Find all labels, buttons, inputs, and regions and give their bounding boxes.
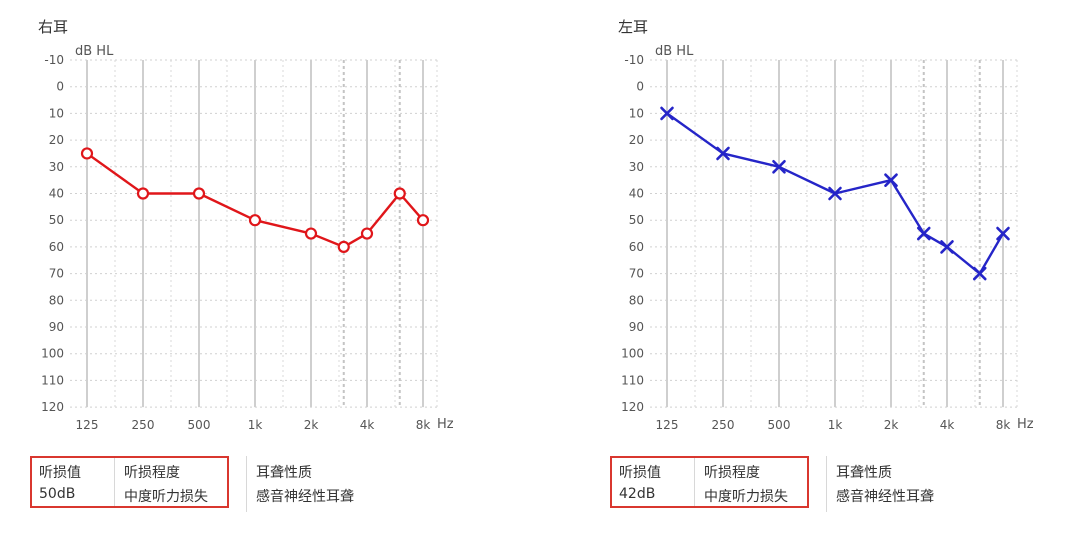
y-tick-label: 120	[41, 400, 64, 414]
x-tick-label: 125	[76, 418, 99, 432]
y-tick-label: -10	[624, 53, 644, 67]
threshold-marker	[304, 227, 318, 240]
y-tick-label: 100	[621, 347, 644, 361]
y-tick-label: 40	[49, 187, 64, 201]
y-tick-label: -10	[44, 53, 64, 67]
threshold-marker	[972, 266, 987, 281]
threshold-marker	[916, 226, 931, 241]
y-tick-label: 90	[629, 320, 644, 334]
x-tick-label: 8k	[416, 418, 431, 432]
left-ear-panel: 左耳 -10 0 10 20 30 40 50 60 70 80 90 100 110 120 125 250…	[580, 0, 1080, 538]
x-unit-label: Hz	[1017, 417, 1034, 432]
y-tick-label: 30	[629, 160, 644, 174]
y-tick-label: 90	[49, 320, 64, 334]
x-unit-label: Hz	[437, 417, 454, 432]
threshold-marker	[716, 146, 730, 161]
highlight-box	[30, 456, 229, 508]
threshold-marker	[360, 227, 374, 240]
right-ear-title: 右耳	[38, 18, 69, 36]
left-ear-audiogram: -10 0 10 20 30 40 50 60 70 80 90 100 110 120 125 250 500…	[621, 44, 1034, 432]
threshold-marker	[80, 147, 94, 160]
hearing-loss-degree-column: 听损程度 中度听力损失	[114, 456, 230, 508]
y-tick-label: 100	[41, 347, 64, 361]
y-tick-label: 120	[621, 400, 644, 414]
threshold-marker	[337, 240, 350, 253]
y-tick-label: 70	[49, 267, 64, 281]
hearing-loss-value-label: 听损值	[619, 465, 661, 481]
threshold-marker	[136, 187, 150, 200]
hearing-loss-degree-label: 听损程度	[124, 465, 180, 481]
deafness-type-column: 耳聋性质 感音神经性耳聋	[246, 456, 397, 512]
y-tick-label: 80	[49, 293, 64, 307]
deafness-type: 感音神经性耳聋	[836, 489, 934, 505]
deafness-type: 感音神经性耳聋	[256, 489, 354, 505]
threshold-marker	[772, 160, 786, 174]
x-tick-label: 125	[656, 418, 679, 432]
hearing-loss-value: 50dB	[39, 486, 76, 502]
y-tick-label: 110	[621, 373, 644, 387]
y-tick-label: 110	[41, 373, 64, 387]
hearing-loss-degree-label: 听损程度	[704, 465, 760, 481]
left-ear-title: 左耳	[618, 18, 649, 36]
deafness-type-column: 耳聋性质 感音神经性耳聋	[826, 456, 977, 512]
threshold-marker	[940, 240, 954, 254]
y-tick-label: 10	[629, 106, 644, 120]
x-tick-label: 2k	[304, 418, 319, 432]
threshold-marker	[248, 214, 262, 227]
threshold-marker	[192, 187, 206, 200]
x-tick-label: 2k	[884, 418, 899, 432]
hearing-loss-value-column: 听损值 50dB	[30, 456, 114, 508]
x-tick-label: 250	[132, 418, 155, 432]
y-tick-label: 10	[49, 106, 64, 120]
hearing-loss-value-label: 听损值	[39, 465, 81, 481]
y-tick-label: 60	[49, 240, 64, 254]
deafness-type-label: 耳聋性质	[256, 465, 312, 481]
y-tick-label: 50	[629, 213, 644, 227]
y-tick-label: 0	[636, 80, 644, 94]
x-tick-label: 500	[768, 418, 791, 432]
y-tick-label: 60	[629, 240, 644, 254]
x-tick-label: 4k	[360, 418, 375, 432]
y-tick-label: 20	[629, 133, 644, 147]
highlight-box	[610, 456, 809, 508]
threshold-marker	[884, 173, 898, 187]
x-tick-label: 500	[188, 418, 211, 432]
y-unit-label: dB HL	[75, 44, 114, 59]
threshold-marker	[416, 214, 430, 227]
hearing-loss-value-column: 听损值 42dB	[610, 456, 694, 508]
hearing-loss-value: 42dB	[619, 486, 656, 502]
deafness-type-label: 耳聋性质	[836, 465, 892, 481]
y-tick-label: 50	[49, 213, 64, 227]
threshold-marker	[660, 106, 674, 121]
y-tick-label: 20	[49, 133, 64, 147]
threshold-marker	[996, 226, 1010, 241]
x-tick-label: 8k	[996, 418, 1011, 432]
hearing-loss-degree-column: 听损程度 中度听力损失	[694, 456, 810, 508]
y-unit-label: dB HL	[655, 44, 694, 59]
x-tick-label: 4k	[940, 418, 955, 432]
y-tick-label: 70	[629, 267, 644, 281]
y-tick-label: 0	[56, 80, 64, 94]
x-tick-label: 1k	[828, 418, 843, 432]
right-ear-panel: 右耳 -10 0 10 20 30 40 50 60 70 80 90 100 110 120 125 250…	[30, 18, 454, 512]
y-tick-label: 80	[629, 293, 644, 307]
x-tick-label: 250	[712, 418, 735, 432]
y-tick-label: 40	[629, 187, 644, 201]
threshold-marker	[393, 187, 406, 200]
x-tick-label: 1k	[248, 418, 263, 432]
right-ear-audiogram: -10 0 10 20 30 40 50 60 70 80 90 100 110 120 125 250 500…	[41, 44, 454, 432]
hearing-loss-degree: 中度听力损失	[124, 489, 208, 505]
threshold-marker	[828, 186, 842, 201]
hearing-loss-degree: 中度听力损失	[704, 489, 788, 505]
y-tick-label: 30	[49, 160, 64, 174]
